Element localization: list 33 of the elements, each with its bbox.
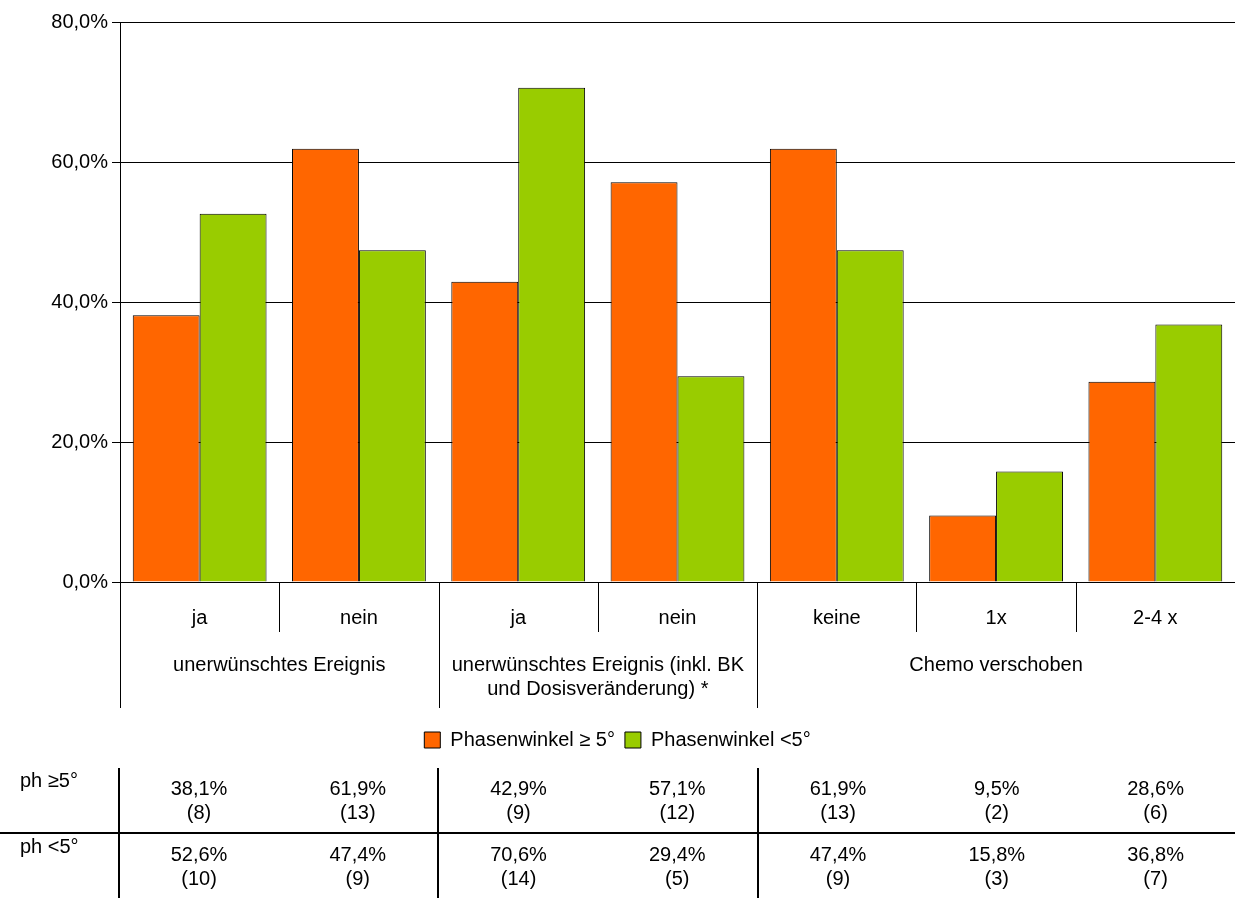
data-label: 57,1% (12) (597, 768, 758, 833)
data-label: 36,8% (7) (1126, 842, 1185, 891)
text: unerwünschtes Ereignis (inkl. BK und Dosisveränderung) * (451, 652, 745, 699)
y-tick-label: 40,0% (51, 289, 109, 312)
text: unerwünschtes Ereignis (173, 652, 386, 675)
data-label: 52,6% (10) (169, 842, 229, 891)
x-tick-label: ja (509, 605, 527, 628)
x-tick-label: 1x (985, 605, 1007, 628)
data-label: 61,9% (13) (757, 768, 918, 833)
x-tick-label: 2-4 x (1133, 605, 1178, 628)
data-label: 15,8% (3) (967, 842, 1027, 891)
data-label: 28,6% (6) (1076, 768, 1235, 833)
y-tick-label: 20,0% (51, 429, 109, 452)
legend-label: Phasenwinkel ≥ 5° (450, 727, 615, 750)
y-tick-label: 0,0% (62, 569, 109, 592)
legend-label: Phasenwinkel <5° (650, 727, 811, 750)
data-label: 47,4% (9) (808, 842, 868, 891)
data-label: 61,9% (13) (278, 768, 439, 833)
data-label: 38,1% (8) (118, 768, 279, 833)
text: ph <5° (0, 833, 119, 898)
data-label: 42,9% (9) (438, 768, 598, 833)
data-label: 9,5% (2) (917, 768, 1077, 833)
data-label: 70,6% (14) (489, 842, 548, 891)
data-label: 29,4% (5) (597, 833, 758, 898)
data-label: 47,4% (9) (278, 833, 439, 898)
y-tick-label: 80,0% (51, 9, 109, 32)
y-tick-label: 60,0% (51, 149, 109, 172)
x-tick-label: keine (812, 605, 861, 628)
x-tick-label: ja (190, 605, 209, 628)
x-tick-label: nein (658, 605, 697, 628)
text: ph ≥5° (0, 768, 119, 833)
text: Chemo verschoben (909, 652, 1083, 675)
x-tick-label: nein (340, 605, 378, 628)
